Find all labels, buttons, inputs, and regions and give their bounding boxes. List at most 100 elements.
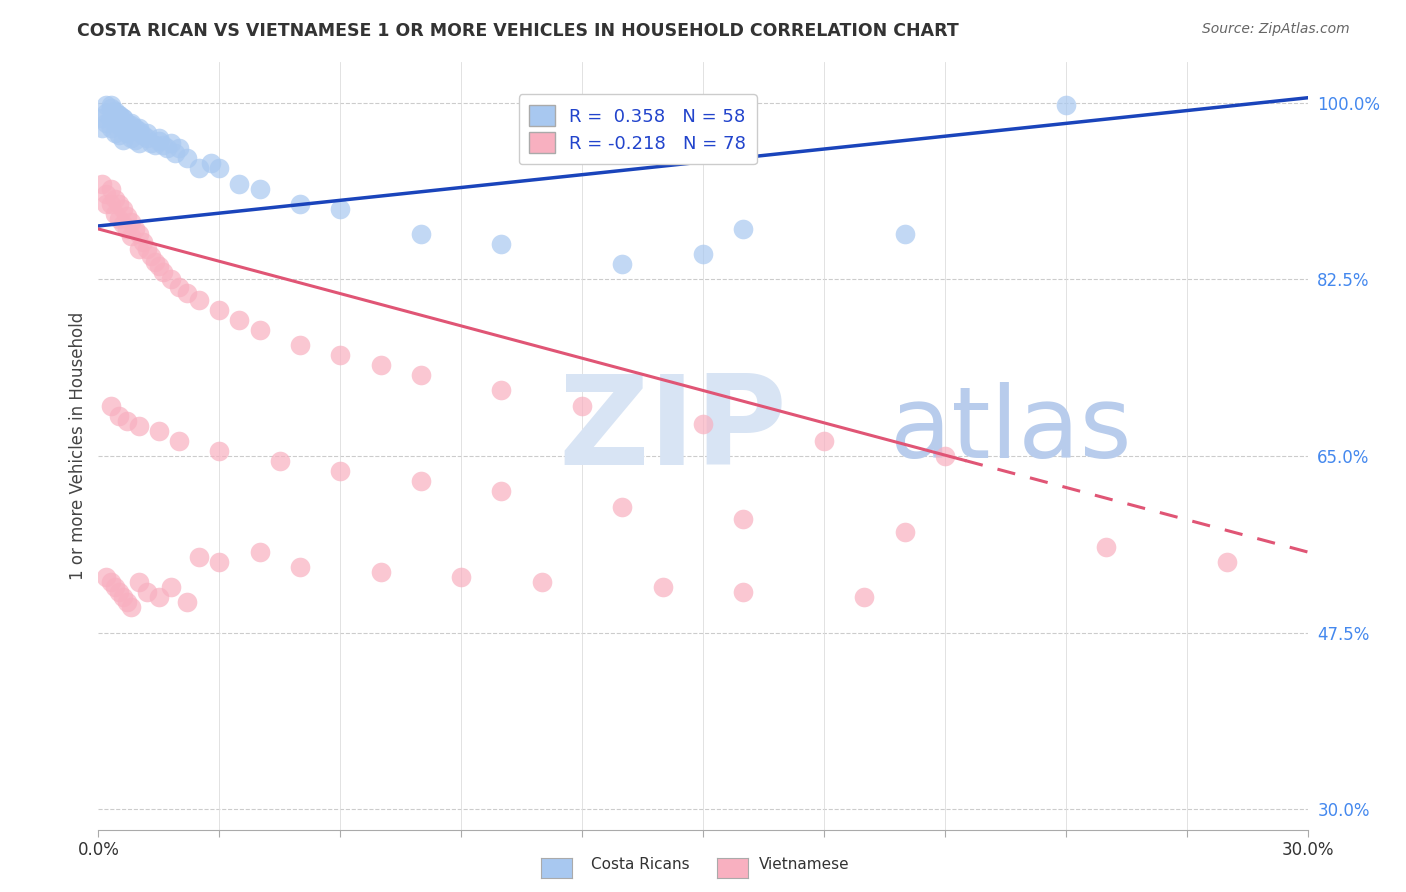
Point [111,202,134,216]
Point [288,338,311,352]
Point [249,181,271,195]
Point [491,384,513,398]
Point [1095,540,1118,554]
Point [249,545,271,559]
Point [409,368,432,383]
Y-axis label: 1 or more Vehicles in Household: 1 or more Vehicles in Household [69,312,87,580]
Legend: R =  0.358   N = 58, R = -0.218   N = 78: R = 0.358 N = 58, R = -0.218 N = 78 [519,95,756,164]
Point [409,227,432,241]
Point [107,118,129,132]
Point [409,475,432,489]
Point [934,449,956,463]
Point [96,570,118,584]
Point [148,134,170,148]
Point [148,424,170,438]
Point [120,229,142,244]
Point [530,575,553,590]
Point [128,124,150,138]
Point [148,591,170,605]
Point [152,265,174,279]
Point [288,560,311,574]
Point [96,116,118,130]
Point [100,98,122,112]
Point [288,196,311,211]
Point [128,136,150,151]
Point [107,108,129,122]
Point [612,500,634,514]
Point [188,161,211,176]
Point [103,580,125,594]
Point [176,151,198,165]
Point [111,121,134,136]
Point [107,409,129,423]
Point [103,192,125,206]
Point [128,575,150,590]
Point [111,133,134,147]
Point [107,128,129,142]
Point [139,249,162,263]
Point [893,524,915,539]
Point [329,202,352,216]
Point [120,600,142,615]
Point [96,196,118,211]
Point [100,101,122,115]
Point [208,555,231,569]
Point [139,136,162,151]
Point [152,138,174,153]
Text: Costa Ricans: Costa Ricans [591,857,689,872]
Point [135,585,157,599]
Point [103,106,125,120]
Point [249,323,271,337]
Point [103,103,125,118]
Point [132,235,155,249]
Point [103,207,125,221]
Point [96,186,118,201]
Point [96,106,118,120]
Point [128,121,150,136]
Point [107,196,129,211]
Point [329,348,352,362]
Point [103,114,125,128]
Point [100,575,122,590]
Point [100,196,122,211]
Point [612,257,634,271]
Point [96,98,118,112]
Point [148,260,170,274]
Text: Source: ZipAtlas.com: Source: ZipAtlas.com [1202,22,1350,37]
Point [156,141,179,155]
Point [1216,555,1239,569]
Point [571,399,593,413]
Point [107,211,129,226]
Point [208,161,231,176]
Point [188,293,211,307]
Point [124,121,146,136]
Point [176,285,198,300]
Point [135,126,157,140]
Point [111,111,134,125]
Point [228,177,250,191]
Point [132,128,155,142]
Point [143,255,166,269]
Point [115,595,138,609]
Point [120,131,142,145]
Point [148,131,170,145]
Point [91,121,114,136]
Point [111,111,134,125]
Point [135,242,157,256]
Point [91,177,114,191]
Text: atlas: atlas [890,382,1132,479]
Point [370,358,392,372]
Point [450,570,472,584]
Point [107,585,129,599]
Point [167,279,190,293]
Point [128,227,150,241]
Point [100,399,122,413]
Point [143,138,166,153]
Point [733,222,755,236]
Point [115,126,138,140]
Point [692,247,714,261]
Point [163,146,186,161]
Point [111,217,134,231]
Text: Vietnamese: Vietnamese [759,857,849,872]
Point [733,511,755,525]
